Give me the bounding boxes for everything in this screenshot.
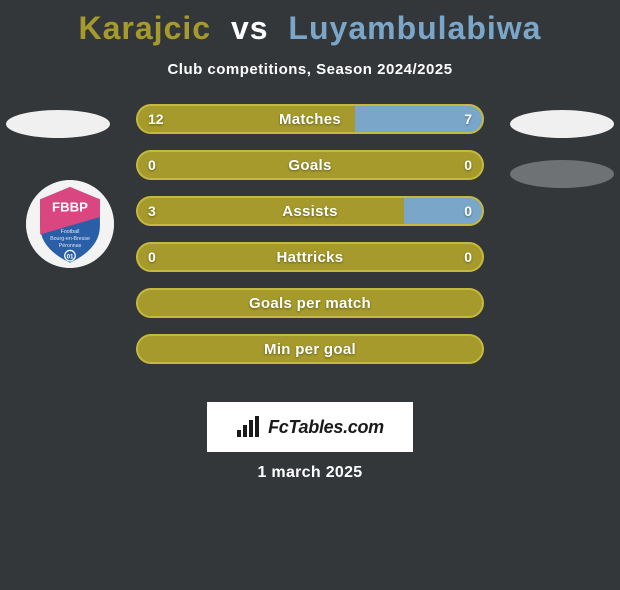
svg-text:Bourg-en-Bresse: Bourg-en-Bresse <box>50 236 90 242</box>
player2-name: Luyambulabiwa <box>288 10 541 46</box>
stat-row: Assists3 0 <box>136 196 484 226</box>
stat-value-left: 12 <box>148 104 164 134</box>
stat-value-right: 7 <box>464 104 472 134</box>
bars-icon <box>236 416 262 438</box>
stat-label: Matches <box>136 104 484 134</box>
site-logo: FcTables.com <box>207 402 413 452</box>
club-badge-svg: FBBP Football Bourg-en-Bresse Péronnas 0… <box>26 180 114 268</box>
stat-label: Hattricks <box>136 242 484 272</box>
stat-row: Matches12 7 <box>136 104 484 134</box>
svg-text:Football: Football <box>61 229 80 235</box>
svg-text:Péronnas: Péronnas <box>59 243 82 249</box>
vs-label: vs <box>231 10 269 46</box>
stat-value-right: 0 <box>464 150 472 180</box>
stat-row: Hattricks0 0 <box>136 242 484 272</box>
player2-club-placeholder <box>510 160 614 188</box>
comparison-title: Karajcic vs Luyambulabiwa <box>0 10 620 47</box>
stat-row: Goals0 0 <box>136 150 484 180</box>
stat-value-right: 0 <box>464 196 472 226</box>
stat-label: Goals <box>136 150 484 180</box>
stat-label: Min per goal <box>136 334 484 364</box>
subtitle: Club competitions, Season 2024/2025 <box>0 61 620 78</box>
stat-row: Min per goal <box>136 334 484 364</box>
stat-bars-container: Matches127Goals00Assists30Hattricks00Goa… <box>136 104 484 380</box>
player1-club-badge: FBBP Football Bourg-en-Bresse Péronnas 0… <box>26 180 114 268</box>
stat-value-right: 0 <box>464 242 472 272</box>
site-name: FcTables.com <box>268 417 384 438</box>
footer-date: 1 march 2025 <box>0 464 620 482</box>
svg-text:01: 01 <box>67 253 74 260</box>
stat-value-left: 0 <box>148 150 156 180</box>
player2-avatar-placeholder <box>510 110 614 138</box>
stat-value-left: 3 <box>148 196 156 226</box>
player1-name: Karajcic <box>79 10 212 46</box>
stat-value-left: 0 <box>148 242 156 272</box>
stat-row: Goals per match <box>136 288 484 318</box>
comparison-chart: FBBP Football Bourg-en-Bresse Péronnas 0… <box>0 110 620 400</box>
club-badge-text: FBBP <box>52 200 88 215</box>
player1-avatar-placeholder <box>6 110 110 138</box>
stat-label: Assists <box>136 196 484 226</box>
stat-label: Goals per match <box>136 288 484 318</box>
